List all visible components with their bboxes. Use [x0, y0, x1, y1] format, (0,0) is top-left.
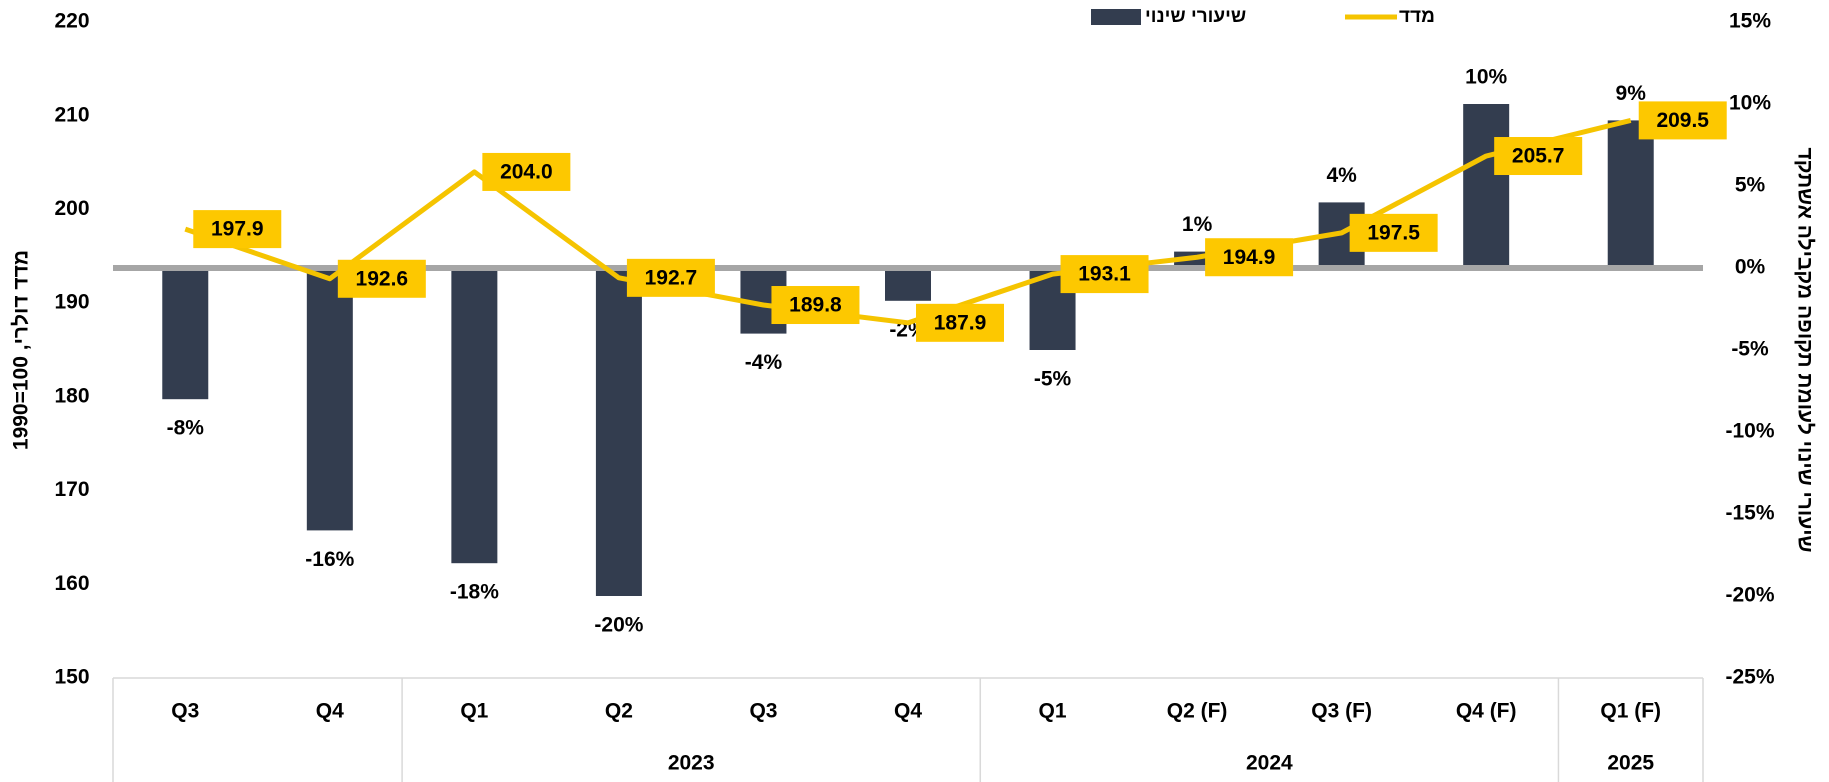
- value-box: [1494, 137, 1583, 176]
- y-tick-label: 160: [54, 572, 89, 595]
- y2-tick-label: -20%: [1725, 584, 1774, 607]
- bar-label: 9%: [1616, 82, 1647, 105]
- x-tick-label: Q4: [316, 700, 344, 723]
- y2-axis-title: שיעורי שינוי לעומת תקופה מקבילה אשתקד: [1793, 148, 1816, 553]
- line-label: 205.7: [1512, 145, 1565, 168]
- line-label: 189.8: [789, 294, 842, 317]
- value-box: [916, 303, 1004, 342]
- x-tick-label: Q3 (F): [1311, 700, 1372, 723]
- y-tick-label: 210: [54, 103, 89, 126]
- y-tick-label: 180: [54, 384, 89, 407]
- bar-label: -18%: [450, 581, 499, 604]
- x-tick-label: Q1: [1039, 700, 1067, 723]
- bar: [1607, 120, 1654, 269]
- group-label: 2025: [1607, 752, 1654, 775]
- legend-label: מדד: [1399, 6, 1435, 27]
- y2-tick-label: 5%: [1735, 174, 1766, 197]
- y-tick-label: 200: [54, 197, 89, 220]
- line-label: 193.1: [1078, 263, 1131, 286]
- y2-tick-label: -25%: [1725, 666, 1774, 689]
- value-box: [482, 152, 571, 191]
- x-tick-label: Q2 (F): [1167, 700, 1228, 723]
- value-box: [626, 258, 715, 297]
- y-tick-label: 150: [54, 666, 89, 689]
- x-tick-label: Q1: [460, 700, 488, 723]
- line-label: 197.9: [211, 218, 264, 241]
- value-box: [193, 210, 282, 249]
- x-tick-label: Q2: [605, 700, 633, 723]
- value-box: [1638, 101, 1727, 140]
- group-label: 2024: [1246, 752, 1293, 775]
- legend-label: שיעורי שינוי: [1145, 6, 1246, 27]
- value-box: [337, 259, 426, 298]
- x-tick-label: Q3: [749, 700, 777, 723]
- x-tick-label: Q3: [171, 700, 199, 723]
- bar: [1463, 104, 1510, 268]
- line-label: 197.5: [1367, 221, 1420, 244]
- y2-tick-label: -15%: [1725, 502, 1774, 525]
- value-box: [1060, 255, 1149, 294]
- bar-label: -8%: [167, 417, 205, 440]
- y2-tick-label: 0%: [1735, 256, 1766, 279]
- x-tick-label: Q4 (F): [1456, 700, 1517, 723]
- bar-label: 10%: [1465, 66, 1507, 89]
- x-tick-label: Q1 (F): [1600, 700, 1661, 723]
- bar: [306, 268, 353, 531]
- line-label: 187.9: [934, 311, 987, 334]
- bar: [885, 268, 931, 301]
- y2-tick-label: -5%: [1731, 338, 1769, 361]
- bar-label: -4%: [745, 351, 783, 374]
- bar-label: 4%: [1326, 164, 1357, 187]
- bar-label: -20%: [594, 614, 643, 637]
- x-tick-label: Q4: [894, 700, 922, 723]
- bar-label: 1%: [1182, 213, 1213, 236]
- bar-label: -5%: [1034, 368, 1072, 391]
- value-box: [1349, 213, 1438, 252]
- bar: [162, 268, 209, 400]
- y-axis-title: מדד דולרי, 100=1990: [10, 250, 33, 450]
- value-box: [771, 286, 860, 325]
- bar: [451, 268, 498, 564]
- y2-tick-label: 15%: [1729, 10, 1771, 33]
- value-box: [1205, 238, 1294, 277]
- bar-label: -16%: [305, 548, 354, 571]
- group-label: 2023: [668, 752, 715, 775]
- y2-tick-label: -10%: [1725, 420, 1774, 443]
- index-line: [184, 117, 1632, 326]
- line-label: 204.0: [500, 160, 553, 183]
- line-label: 209.5: [1656, 109, 1709, 132]
- line-label: 192.7: [645, 266, 698, 289]
- y2-tick-label: 10%: [1729, 92, 1771, 115]
- line-label: 192.6: [356, 267, 409, 290]
- legend-swatch: [1091, 9, 1141, 25]
- y-tick-label: 220: [54, 10, 89, 33]
- line-label: 194.9: [1223, 246, 1276, 269]
- y-tick-label: 190: [54, 291, 89, 314]
- y-tick-label: 170: [54, 478, 89, 501]
- bar: [595, 268, 642, 596]
